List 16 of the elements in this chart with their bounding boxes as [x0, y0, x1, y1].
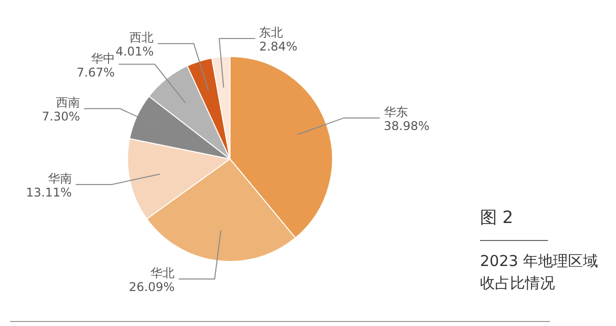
slice-label: 华中 — [90, 51, 115, 66]
slice-label: 华南 — [48, 171, 72, 186]
data-label: 2.84% — [259, 40, 298, 54]
slice-label: 东北 — [259, 26, 284, 40]
data-label: 26.09% — [128, 280, 175, 294]
data-label: 4.01% — [116, 44, 154, 59]
data-label: 38.98% — [384, 118, 430, 133]
text: 图 2 — [480, 207, 514, 229]
data-label: 7.30% — [42, 110, 80, 124]
data-label: 13.11% — [26, 185, 72, 200]
slice-label: 西南 — [56, 96, 80, 110]
slice-label: 西北 — [130, 30, 154, 45]
slice-label: 华东 — [384, 104, 408, 119]
text: 2023 年地理区域收占比情况 — [480, 251, 599, 294]
slice-label: 华北 — [150, 266, 175, 280]
data-label: 7.67% — [76, 65, 115, 80]
